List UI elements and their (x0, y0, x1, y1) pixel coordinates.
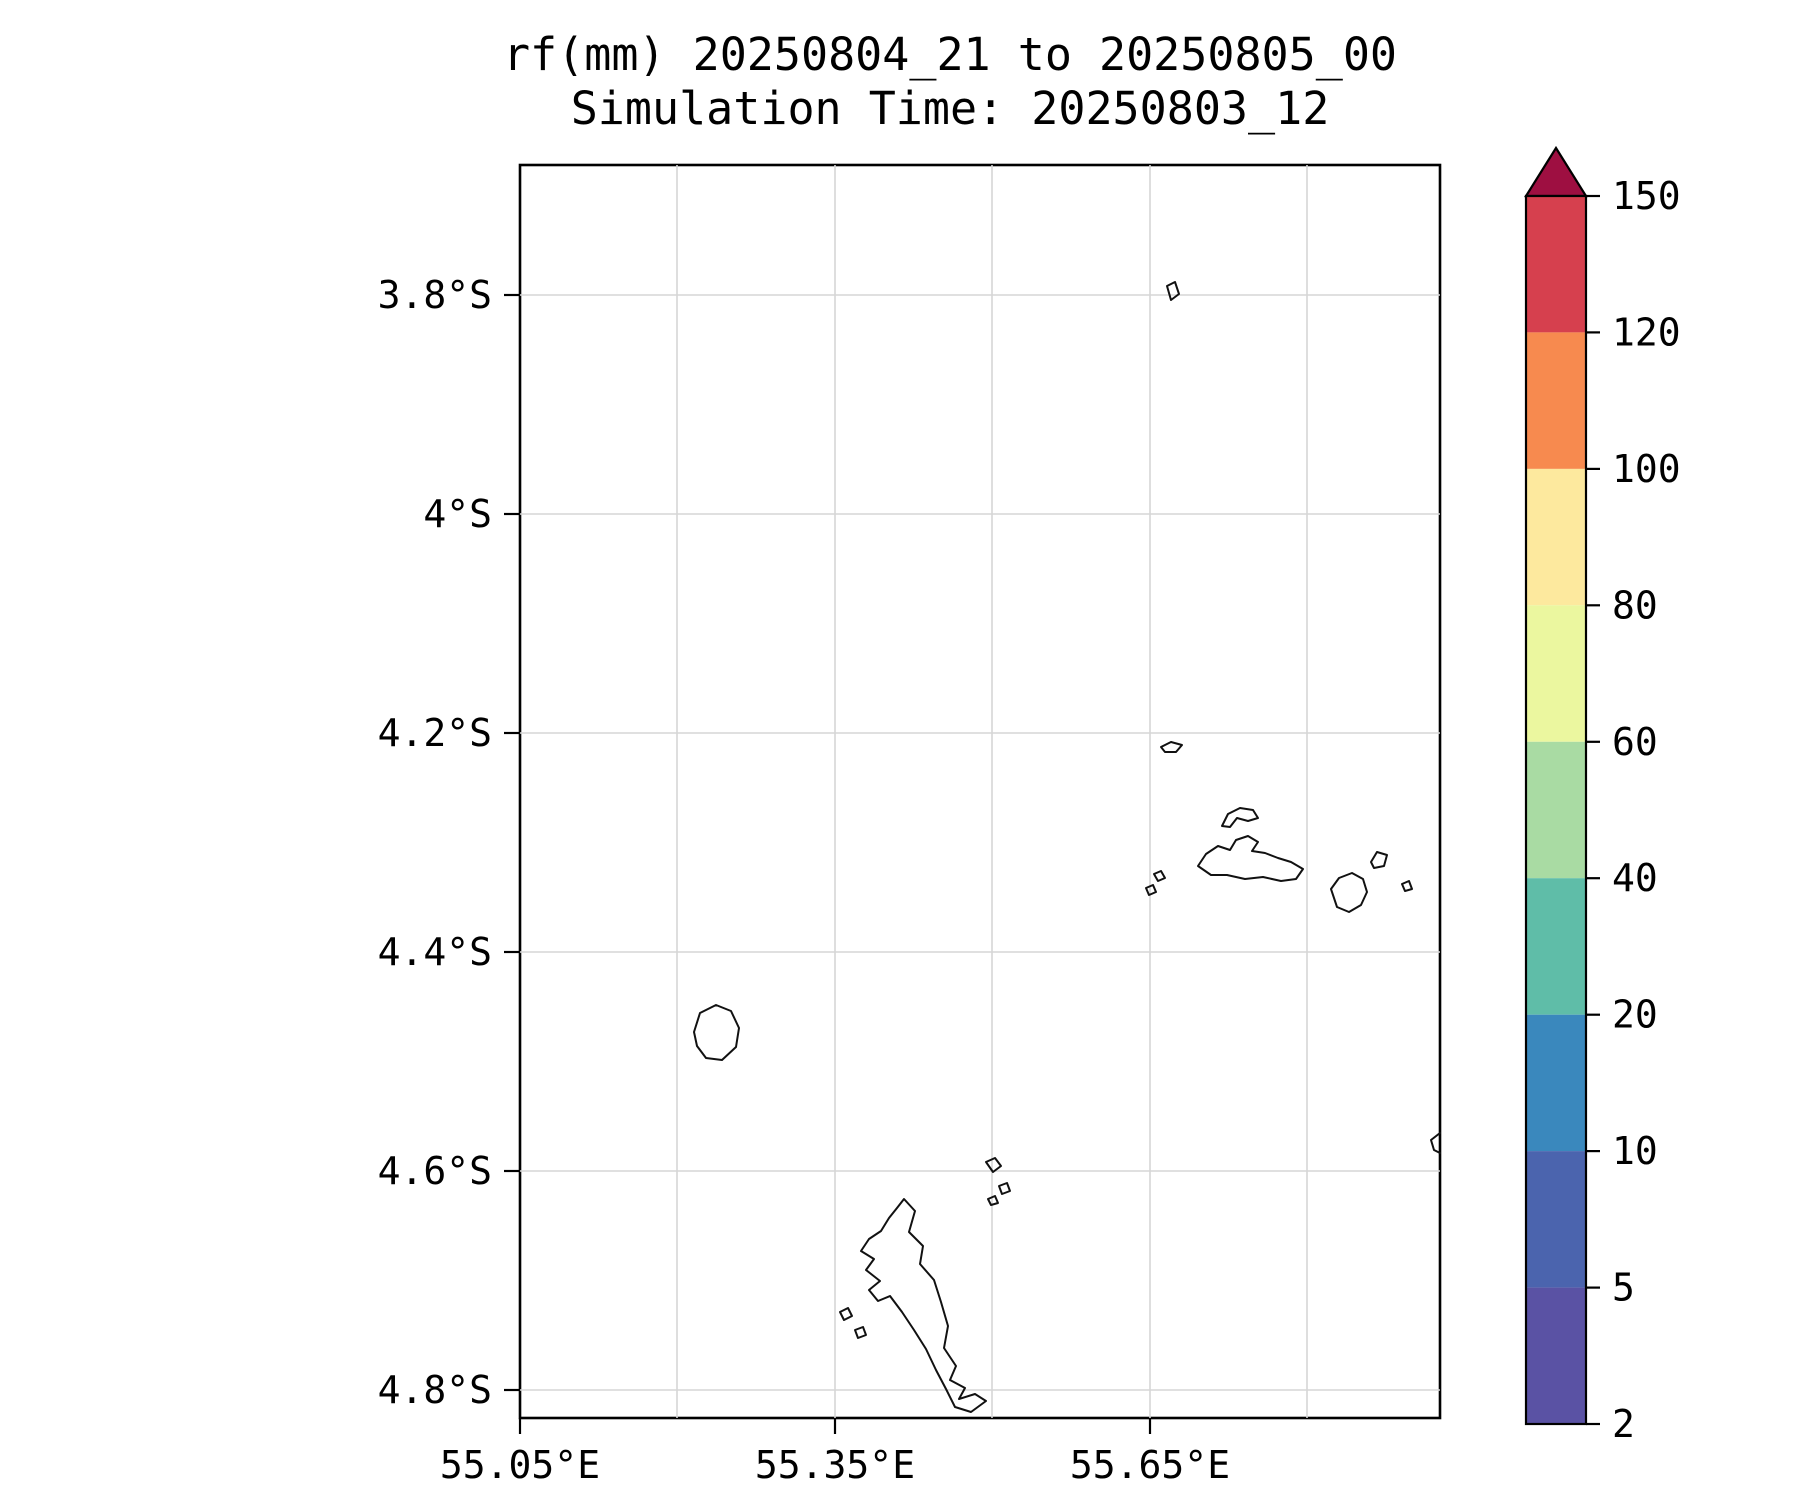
coastline-marianne (1401, 880, 1413, 892)
y-tick-label: 4°S (423, 492, 492, 536)
y-tick-label: 3.8°S (378, 273, 492, 317)
colorbar-segment (1526, 605, 1586, 742)
colorbar-segment (1526, 1151, 1586, 1288)
coastline-ste-anne (985, 1157, 1002, 1173)
colorbar-tick-label: 150 (1612, 174, 1681, 218)
coastline-cerf (998, 1182, 1011, 1195)
coastlines (693, 281, 1441, 1413)
coastline-cousin (1153, 870, 1166, 882)
colorbar-segment (1526, 1287, 1586, 1424)
coastline-cousine (1145, 884, 1157, 896)
coastline-felicite (1370, 851, 1388, 869)
coastline-conception (854, 1326, 867, 1339)
colorbar-tick-label: 10 (1612, 1129, 1658, 1173)
y-tick-label: 4.6°S (378, 1149, 492, 1193)
chart-title: rf(mm) 20250804_21 to 20250805_00 (503, 28, 1397, 81)
colorbar-tick-label: 20 (1612, 993, 1658, 1037)
coastline-therese (839, 1307, 853, 1321)
colorbar-tick-label: 2 (1612, 1402, 1635, 1446)
colorbar-segment (1526, 878, 1586, 1015)
coastline-mahe (860, 1198, 987, 1413)
coastline-denis (1166, 281, 1180, 301)
x-tick-label: 55.05°E (440, 1443, 600, 1487)
coastline-moyenne (987, 1195, 999, 1206)
map-panel: 3.8°S 4°S 4.2°S 4.4°S 4.6°S 4.8°S 55.05°… (378, 163, 1442, 1487)
x-tick-label: 55.35°E (755, 1443, 915, 1487)
colorbar-tick-label: 100 (1612, 447, 1681, 491)
coastline-fregate-edge (1430, 1132, 1441, 1154)
colorbar-tick-label: 60 (1612, 720, 1658, 764)
colorbar-segment (1526, 468, 1586, 606)
colorbar-tick-label: 40 (1612, 856, 1658, 900)
y-tick-label: 4.4°S (378, 930, 492, 974)
coastline-praslin (1197, 835, 1304, 882)
coastline-curieuse (1221, 807, 1259, 828)
coastline-la-digue (1330, 872, 1368, 913)
colorbar-outline (1524, 194, 1588, 1426)
y-tick-label: 4.8°S (378, 1368, 492, 1412)
colorbar-tick-label: 120 (1612, 310, 1681, 354)
coastline-silhouette (693, 1004, 740, 1061)
y-tick-label: 4.2°S (378, 711, 492, 755)
map-border (518, 163, 1442, 1420)
colorbar-segment (1526, 741, 1586, 879)
coastline-aride (1160, 741, 1183, 753)
colorbar: 150 120 100 80 60 40 20 10 5 2 (1524, 145, 1681, 1446)
colorbar-tick-label: 5 (1612, 1266, 1635, 1310)
colorbar-tick-label: 80 (1612, 583, 1658, 627)
colorbar-segment (1526, 332, 1586, 469)
chart-subtitle: Simulation Time: 20250803_12 (571, 82, 1330, 135)
colorbar-segment (1526, 1014, 1586, 1152)
x-tick-label: 55.65°E (1070, 1443, 1230, 1487)
colorbar-segment (1526, 196, 1586, 333)
